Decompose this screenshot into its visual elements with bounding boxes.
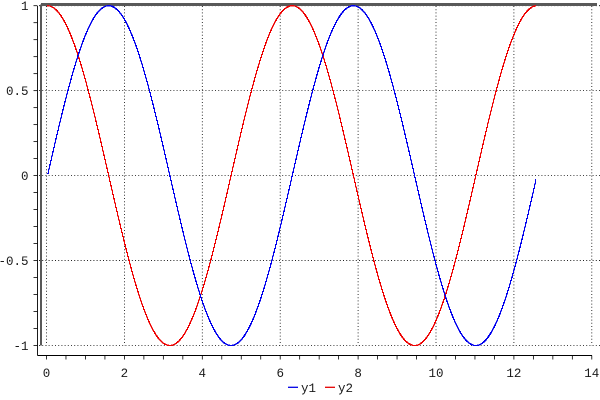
svg-text:-1: -1 [13, 340, 28, 354]
svg-text:0: 0 [43, 367, 51, 381]
svg-text:10: 10 [428, 367, 443, 381]
svg-text:0.5: 0.5 [6, 85, 29, 99]
svg-text:1: 1 [21, 0, 29, 14]
svg-text:12: 12 [506, 367, 521, 381]
svg-text:-0.5: -0.5 [0, 255, 29, 269]
svg-text:6: 6 [276, 367, 284, 381]
svg-text:2: 2 [121, 367, 129, 381]
svg-text:4: 4 [199, 367, 207, 381]
svg-text:y1: y1 [301, 382, 316, 396]
svg-text:y2: y2 [338, 382, 353, 396]
svg-text:0: 0 [21, 170, 29, 184]
svg-text:8: 8 [354, 367, 362, 381]
svg-text:14: 14 [584, 367, 599, 381]
